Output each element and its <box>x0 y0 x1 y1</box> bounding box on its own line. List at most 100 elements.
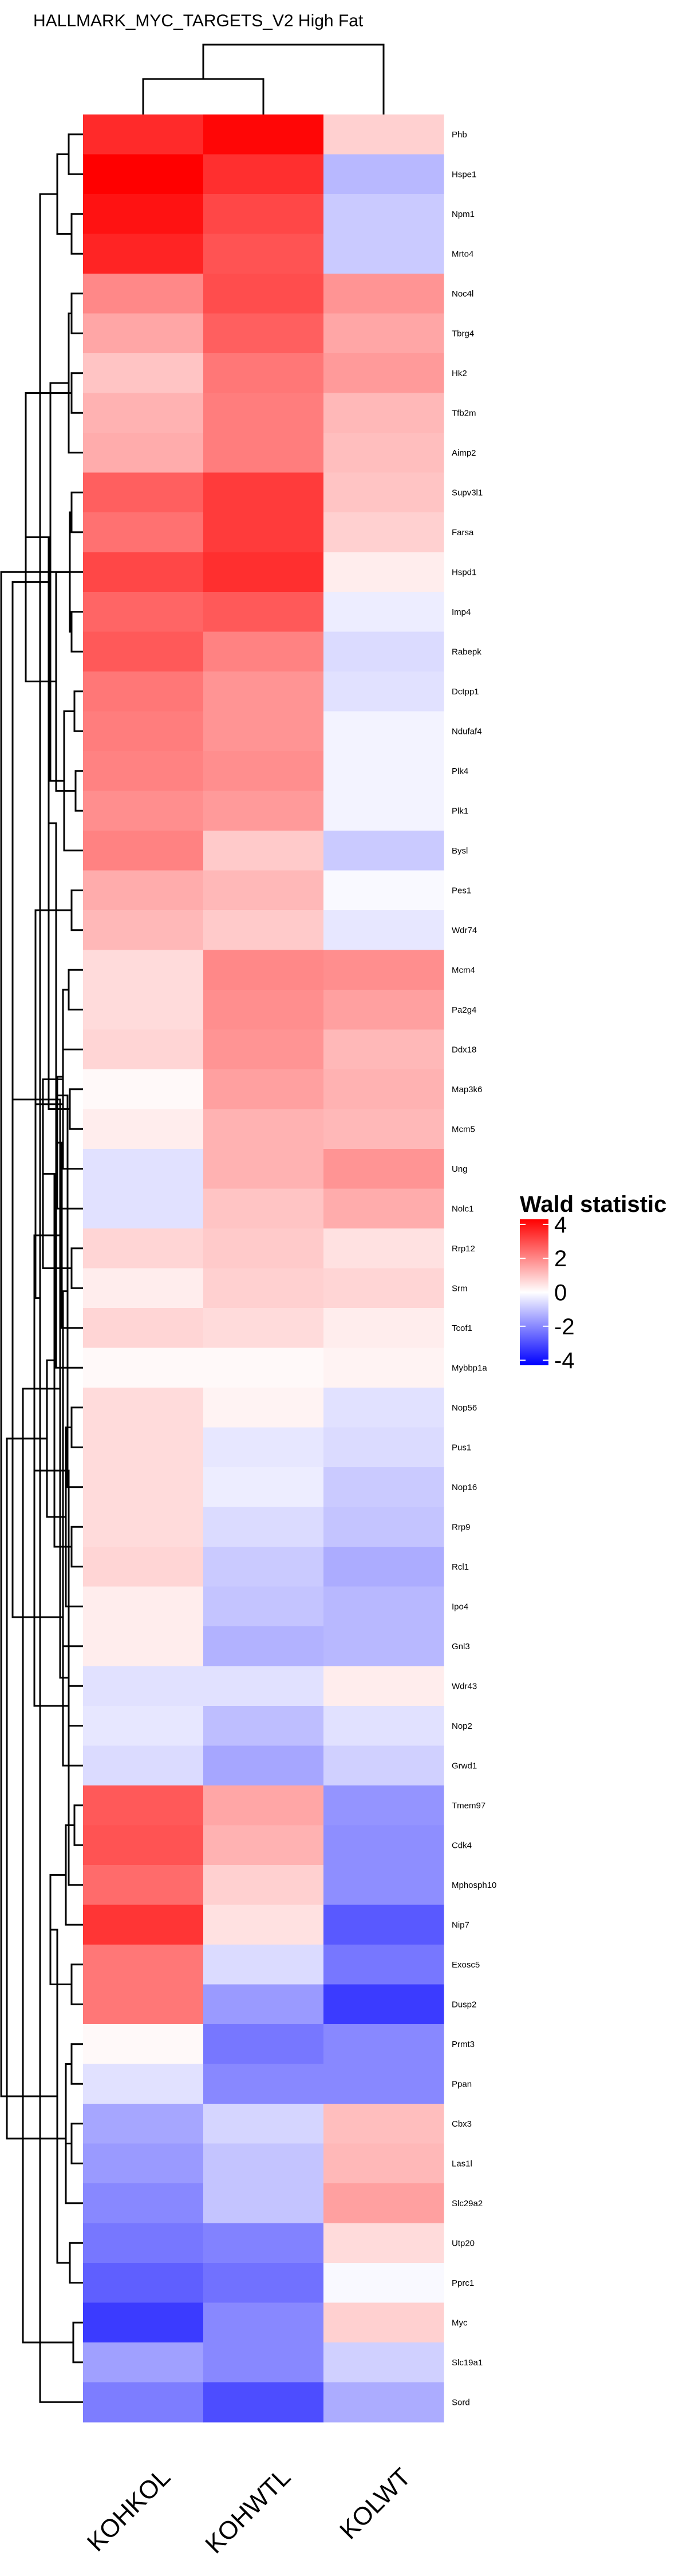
heatmap-cell <box>203 2223 324 2263</box>
heatmap-cell <box>83 1547 204 1587</box>
row-label: Tfb2m <box>452 408 476 418</box>
heatmap-cell <box>203 1825 324 1866</box>
heatmap-cell <box>323 751 444 792</box>
heatmap-cell <box>203 1348 324 1388</box>
row-dendrogram-link <box>70 611 83 653</box>
heatmap-cell <box>203 1547 324 1587</box>
heatmap-cell <box>203 194 324 235</box>
heatmap-cell <box>203 1785 324 1826</box>
heatmap-cell <box>83 1228 204 1269</box>
legend-tick-label: -4 <box>554 1348 575 1373</box>
column-label: KOHWTL <box>200 2463 296 2559</box>
row-dendrogram-link <box>70 1406 83 1448</box>
heatmap-cell <box>323 1984 444 2025</box>
heatmap-cell <box>83 1109 204 1149</box>
heatmap-cell <box>203 114 324 155</box>
heatmap-cell <box>323 2263 444 2304</box>
heatmap-cell <box>323 671 444 712</box>
heatmap-cell <box>323 1109 444 1149</box>
row-dendrogram-link <box>70 2043 83 2085</box>
heatmap-cell <box>323 1308 444 1349</box>
heatmap-cell <box>83 831 204 871</box>
heatmap-cell <box>323 1905 444 1945</box>
heatmap-cell <box>323 1825 444 1866</box>
row-label: Prmt3 <box>452 2040 475 2049</box>
row-dendrogram-link <box>73 690 83 732</box>
heatmap-cell <box>203 711 324 752</box>
heatmap-cell <box>83 1865 204 1906</box>
row-dendrogram-link <box>62 1468 83 1767</box>
heatmap-cell <box>83 711 204 752</box>
heatmap-cell <box>323 1745 444 1786</box>
heatmap-cell <box>203 1427 324 1468</box>
heatmap-cell <box>203 1745 324 1786</box>
row-label: Wdr74 <box>452 926 477 935</box>
heatmap-cell <box>203 1228 324 1269</box>
heatmap-cell <box>323 950 444 990</box>
heatmap-cell <box>83 1388 204 1428</box>
heatmap-cell <box>203 154 324 195</box>
heatmap-cell <box>203 2263 324 2304</box>
heatmap-cell <box>203 2024 324 2065</box>
heatmap-cell <box>83 671 204 712</box>
row-label: Nolc1 <box>452 1204 473 1214</box>
row-dendrogram-link <box>70 1247 83 1289</box>
heatmap-cell <box>83 1268 204 1309</box>
legend-tick-label: 2 <box>554 1246 567 1271</box>
heatmap-cell <box>83 154 204 195</box>
row-label: Nip7 <box>452 1920 469 1930</box>
row-label: Hk2 <box>452 369 467 378</box>
row-dendrogram-link <box>6 1437 66 2140</box>
row-label: Myc <box>452 2318 468 2328</box>
heatmap-cell <box>203 2342 324 2383</box>
row-label: Mcm4 <box>452 965 475 975</box>
row-label: Nop16 <box>452 1483 477 1492</box>
row-label: Rrp12 <box>452 1244 475 1254</box>
heatmap-cell <box>203 1666 324 1706</box>
heatmap-cell <box>203 1706 324 1747</box>
row-label: Mrto4 <box>452 249 473 259</box>
heatmap-cell <box>203 1268 324 1309</box>
heatmap-cell <box>83 910 204 951</box>
heatmap-cell <box>83 2143 204 2184</box>
heatmap-cell <box>83 1825 204 1866</box>
heatmap-cell <box>323 313 444 354</box>
heatmap-cell <box>323 631 444 672</box>
row-label: Tcof1 <box>452 1323 472 1333</box>
row-dendrogram <box>0 133 83 2403</box>
row-label: Farsa <box>452 528 474 538</box>
row-labels: Phb Hspe1 Npm1 Mrto4 Noc4l Tbrg4 Hk2 Tfb2m Aimp2… <box>452 130 496 2408</box>
heatmap-cell <box>203 1865 324 1906</box>
heatmap-cell <box>323 1348 444 1388</box>
heatmap-cell <box>323 1149 444 1190</box>
row-label: Hspd1 <box>452 567 476 577</box>
heatmap-cell <box>203 552 324 592</box>
heatmap-cell <box>203 1467 324 1508</box>
row-label: Tbrg4 <box>452 329 474 338</box>
heatmap-cell <box>323 274 444 314</box>
row-dendrogram-link <box>65 2134 72 2144</box>
heatmap-cell <box>323 2302 444 2343</box>
row-label: Tmem97 <box>452 1801 485 1811</box>
heatmap-cell <box>323 1785 444 1826</box>
heatmap-cell <box>83 1785 204 1826</box>
heatmap-cell <box>323 2223 444 2263</box>
heatmap-cell <box>83 1149 204 1190</box>
heatmap-cell <box>83 274 204 314</box>
heatmap-cell <box>323 2104 444 2144</box>
heatmap-cell <box>323 1945 444 1985</box>
legend: Wald statistic 4 2 0 -2 -4 <box>520 1192 666 1373</box>
heatmap-cell <box>83 433 204 473</box>
row-label: Plk4 <box>452 767 468 776</box>
row-label: Las1l <box>452 2159 472 2168</box>
heatmap-cell <box>323 114 444 155</box>
row-label: Bysl <box>452 846 468 856</box>
heatmap-cell <box>83 1586 204 1627</box>
row-label: Mphosph10 <box>452 1880 496 1890</box>
row-dendrogram-link <box>72 2321 83 2364</box>
row-label: Pa2g4 <box>452 1005 476 1015</box>
heatmap-cell <box>203 910 324 951</box>
heatmap-cell <box>323 2183 444 2224</box>
heatmap-cell <box>323 2143 444 2184</box>
heatmap-cell <box>203 2064 324 2104</box>
